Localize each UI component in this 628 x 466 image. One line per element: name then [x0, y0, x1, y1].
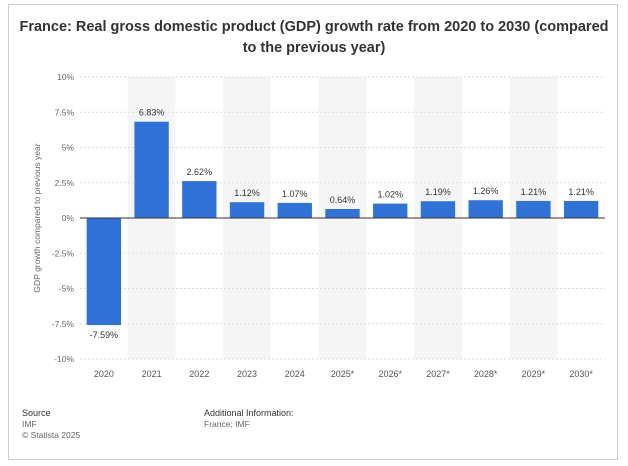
- y-tick-label: 5%: [62, 143, 75, 153]
- x-tick-label: 2024: [285, 369, 305, 379]
- data-label: 1.19%: [425, 187, 451, 197]
- bar: [182, 181, 217, 218]
- x-tick-label: 2025*: [331, 369, 355, 379]
- bar: [134, 121, 169, 218]
- x-tick-label: 2026*: [378, 369, 402, 379]
- x-tick-label: 2023: [237, 369, 257, 379]
- bar: [516, 200, 551, 218]
- source-name: IMF: [22, 419, 37, 429]
- data-label: 1.21%: [521, 187, 547, 197]
- y-tick-label: -10%: [54, 354, 74, 364]
- x-tick-label: 2020: [94, 369, 114, 379]
- data-label: 1.07%: [282, 189, 308, 199]
- data-label: 0.64%: [330, 195, 356, 205]
- additional-info-heading: Additional Information:: [204, 408, 294, 418]
- bar: [229, 202, 265, 218]
- x-tick-label: 2021: [142, 369, 162, 379]
- y-tick-label: 2.5%: [55, 178, 75, 188]
- x-tick-label: 2028*: [474, 369, 498, 379]
- data-label: 1.02%: [377, 190, 403, 200]
- bar: [420, 201, 456, 218]
- chart-title: France: Real gross domestic product (GDP…: [19, 19, 609, 56]
- y-tick-label: -5%: [59, 284, 75, 294]
- bar: [325, 208, 360, 218]
- y-tick-label: -7.5%: [52, 319, 75, 329]
- y-tick-label: -2.5%: [52, 248, 75, 258]
- data-label: 2.62%: [187, 167, 213, 177]
- bar: [468, 200, 503, 218]
- bar: [86, 218, 122, 326]
- bar: [563, 200, 599, 218]
- y-tick-label: 7.5%: [55, 107, 75, 117]
- source-heading: Source: [22, 408, 51, 418]
- x-tick-label: 2022: [189, 369, 209, 379]
- y-tick-label: 0%: [62, 213, 75, 223]
- additional-info-block: Additional Information: France; IMF: [204, 408, 294, 430]
- x-tick-label: 2029*: [522, 369, 546, 379]
- y-tick-label: 10%: [57, 72, 74, 82]
- additional-info-text: France; IMF: [204, 419, 250, 429]
- bar: [277, 202, 312, 218]
- bar-chart: 10% 7.5% 5% 2.5% 0% -2.5% -5% -7.5% -10% GDP grow…: [32, 72, 605, 379]
- data-label: 6.83%: [139, 108, 165, 118]
- source-block: Source IMF © Statista 2025: [22, 408, 80, 441]
- data-label: -7.59%: [90, 330, 119, 340]
- x-tick-label: 2030*: [569, 369, 593, 379]
- data-label: 1.12%: [234, 188, 260, 198]
- chart-frame: France: Real gross domestic product (GDP…: [8, 4, 618, 460]
- data-label: 1.26%: [473, 186, 499, 196]
- bar: [373, 203, 408, 218]
- data-label: 1.21%: [568, 187, 594, 197]
- y-axis-title: GDP growth compared to previous year: [32, 143, 42, 292]
- x-tick-label: 2027*: [426, 369, 450, 379]
- copyright-text: © Statista 2025: [22, 430, 81, 440]
